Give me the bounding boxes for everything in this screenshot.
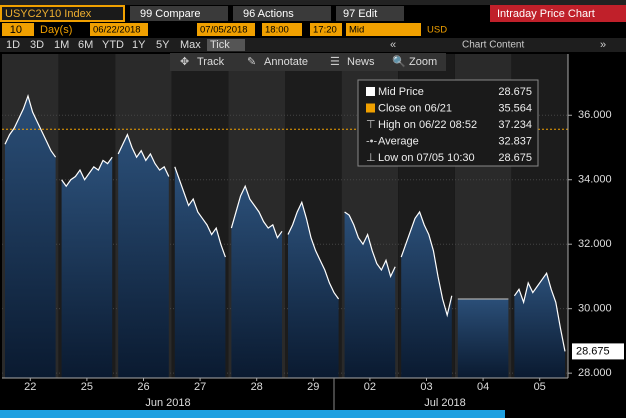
- month-label: Jun 2018: [145, 397, 190, 409]
- price-area: [401, 211, 452, 378]
- tool-button[interactable]: Zoom: [409, 56, 437, 68]
- legend-swatch: [366, 103, 375, 113]
- period-button[interactable]: 1D: [6, 39, 20, 51]
- legend-symbol: ⊤: [366, 119, 376, 131]
- x-tick-label: 28: [251, 381, 263, 393]
- price-line: [400, 210, 453, 318]
- price-area: [118, 134, 169, 378]
- end-time[interactable]: 17:20: [313, 25, 337, 36]
- field[interactable]: Mid: [349, 25, 364, 36]
- start-time[interactable]: 18:00: [265, 25, 289, 36]
- price-line: [287, 200, 340, 300]
- legend-value: 35.564: [498, 102, 532, 114]
- expand-icon[interactable]: »: [600, 39, 606, 51]
- chart-toolbar: [170, 53, 446, 71]
- tool-button[interactable]: News: [347, 56, 375, 68]
- collapse-icon[interactable]: «: [390, 39, 396, 51]
- end-date[interactable]: 07/05/2018: [200, 25, 248, 36]
- period-button[interactable]: 3D: [30, 39, 44, 51]
- price-area: [5, 95, 56, 378]
- legend-swatch: [366, 87, 375, 96]
- period-button[interactable]: Tick: [210, 39, 230, 51]
- legend-box: [357, 79, 539, 167]
- period-button[interactable]: 1Y: [132, 39, 146, 51]
- month-label: Jul 2018: [424, 397, 466, 409]
- edit-button[interactable]: 97 Edit: [343, 8, 377, 20]
- tool-button[interactable]: Annotate: [264, 56, 308, 68]
- x-tick-label: 26: [137, 381, 149, 393]
- price-area: [231, 186, 282, 378]
- x-tick-label: 29: [307, 381, 319, 393]
- legend-label: Mid Price: [378, 86, 424, 98]
- x-tick-label: 22: [24, 381, 36, 393]
- price-area: [344, 211, 396, 378]
- legend-symbol: ⊥: [366, 152, 376, 164]
- tool-icon: ✥: [180, 56, 189, 68]
- price-line: [117, 133, 170, 177]
- legend-value: 32.837: [498, 135, 532, 147]
- compare-button[interactable]: 99 Compare: [140, 8, 201, 20]
- y-tick-label: 28.000: [578, 367, 612, 379]
- price-area: [61, 157, 113, 378]
- legend-value: 28.675: [498, 152, 532, 164]
- y-tick-label: 34.000: [578, 174, 612, 186]
- window-title: Intraday Price Chart: [497, 8, 595, 20]
- price-area: [288, 202, 339, 378]
- legend-label: High on 06/22 08:52: [378, 119, 477, 131]
- range-unit[interactable]: Day(s): [40, 24, 72, 36]
- y-tick-label: 36.000: [578, 109, 612, 121]
- x-tick-label: 04: [477, 381, 489, 393]
- x-tick-label: 05: [534, 381, 546, 393]
- legend-label: Low on 07/05 10:30: [378, 152, 475, 164]
- tool-icon: ✎: [247, 56, 256, 68]
- last-price-label: 28.675: [576, 345, 610, 357]
- actions-button[interactable]: 96 Actions: [243, 8, 294, 20]
- range-count[interactable]: 10: [10, 24, 22, 36]
- period-button[interactable]: 5Y: [156, 39, 170, 51]
- last-price-box: [572, 343, 624, 360]
- price-line: [513, 271, 566, 352]
- start-date[interactable]: 06/22/2018: [93, 25, 141, 36]
- tool-button[interactable]: Track: [197, 56, 225, 68]
- tool-icon: 🔍: [392, 54, 406, 68]
- price-area: [514, 273, 565, 378]
- price-line: [174, 166, 226, 258]
- price-line: [230, 184, 283, 240]
- x-tick-label: 03: [420, 381, 432, 393]
- tool-icon: ☰: [330, 56, 340, 68]
- x-tick-label: 27: [194, 381, 206, 393]
- ticker[interactable]: USYC2Y10 Index: [5, 8, 92, 20]
- x-tick-label: 02: [364, 381, 376, 393]
- price-line: [61, 156, 113, 188]
- legend-value: 37.234: [498, 119, 532, 131]
- legend-value: 28.675: [498, 86, 532, 98]
- price-area: [174, 166, 226, 378]
- legend-symbol: -•-: [366, 135, 378, 147]
- period-button[interactable]: 1M: [54, 39, 69, 51]
- chart-content-button[interactable]: Chart Content: [462, 40, 524, 51]
- period-selected: [207, 39, 245, 51]
- price-line: [344, 211, 396, 279]
- period-button[interactable]: 6M: [78, 39, 93, 51]
- y-tick-label: 32.000: [578, 238, 612, 250]
- legend-label: Close on 06/21: [378, 102, 452, 114]
- y-tick-label: 30.000: [578, 303, 612, 315]
- price-area: [457, 299, 509, 378]
- period-button[interactable]: Max: [180, 39, 201, 51]
- currency: USD: [427, 25, 447, 36]
- x-tick-label: 25: [81, 381, 93, 393]
- price-line: [4, 93, 57, 158]
- legend-label: Average: [378, 135, 419, 147]
- period-button[interactable]: YTD: [102, 39, 124, 51]
